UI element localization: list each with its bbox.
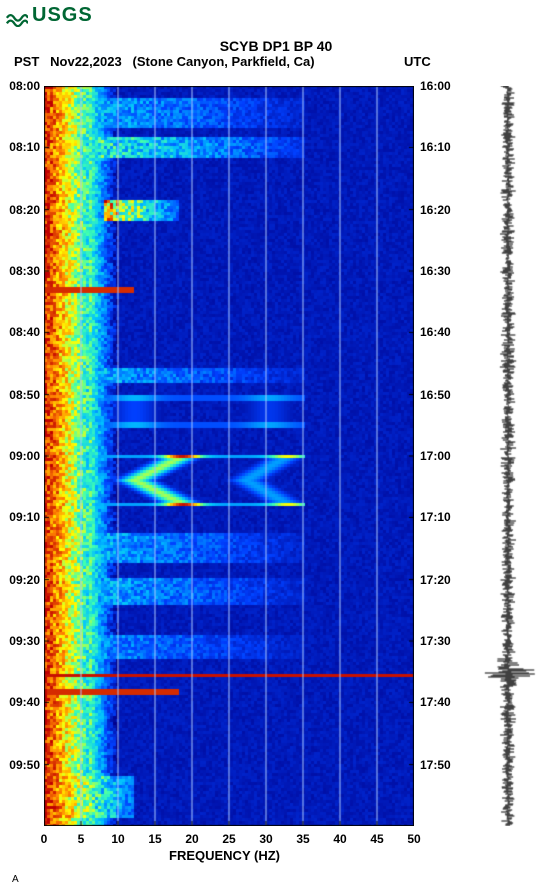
y-right-tick: 16:30 <box>420 264 451 278</box>
waveform-plot <box>478 86 538 826</box>
y-left-tick: 09:10 <box>4 510 40 524</box>
y-right-tick: 16:20 <box>420 203 451 217</box>
y-left-tick: 09:20 <box>4 573 40 587</box>
y-left-tick: 09:40 <box>4 695 40 709</box>
y-right-tick: 17:40 <box>420 695 451 709</box>
x-tick: 15 <box>143 832 167 846</box>
y-left-tick: 09:00 <box>4 449 40 463</box>
x-tick: 50 <box>402 832 426 846</box>
logo-text: USGS <box>32 4 93 27</box>
y-right-tick: 16:40 <box>420 325 451 339</box>
x-tick: 20 <box>180 832 204 846</box>
x-tick: 0 <box>32 832 56 846</box>
pst-label: PST <box>14 54 39 69</box>
y-left-tick: 09:30 <box>4 634 40 648</box>
spectrogram-canvas <box>44 86 414 826</box>
chart-title: SCYB DP1 BP 40 <box>0 38 552 54</box>
x-tick: 40 <box>328 832 352 846</box>
y-right-tick: 17:10 <box>420 510 451 524</box>
x-tick: 45 <box>365 832 389 846</box>
y-right-tick: 16:00 <box>420 79 451 93</box>
waveform-canvas <box>478 86 538 826</box>
y-right-tick: 16:50 <box>420 388 451 402</box>
spectrogram-plot <box>44 86 414 826</box>
y-left-tick: 09:50 <box>4 758 40 772</box>
y-right-tick: 17:50 <box>420 758 451 772</box>
footer-mark: A <box>12 874 19 885</box>
x-tick: 25 <box>217 832 241 846</box>
date-label: Nov22,2023 <box>50 54 122 69</box>
x-tick: 30 <box>254 832 278 846</box>
y-left-tick: 08:00 <box>4 79 40 93</box>
y-right-tick: 17:20 <box>420 573 451 587</box>
y-left-tick: 08:30 <box>4 264 40 278</box>
y-left-tick: 08:20 <box>4 203 40 217</box>
x-tick: 10 <box>106 832 130 846</box>
x-axis-label: FREQUENCY (HZ) <box>169 848 280 863</box>
x-tick: 35 <box>291 832 315 846</box>
usgs-logo: USGS <box>6 4 93 27</box>
y-right-tick: 17:30 <box>420 634 451 648</box>
y-right-tick: 17:00 <box>420 449 451 463</box>
wave-icon <box>6 5 28 27</box>
y-left-tick: 08:40 <box>4 325 40 339</box>
y-left-tick: 08:50 <box>4 388 40 402</box>
utc-label: UTC <box>404 54 431 69</box>
y-left-tick: 08:10 <box>4 140 40 154</box>
x-tick: 5 <box>69 832 93 846</box>
y-right-tick: 16:10 <box>420 140 451 154</box>
subtitle-line: PST Nov22,2023 (Stone Canyon, Parkfield,… <box>14 54 315 69</box>
station-label: (Stone Canyon, Parkfield, Ca) <box>133 54 315 69</box>
page-container: USGS SCYB DP1 BP 40 PST Nov22,2023 (Ston… <box>0 0 552 892</box>
